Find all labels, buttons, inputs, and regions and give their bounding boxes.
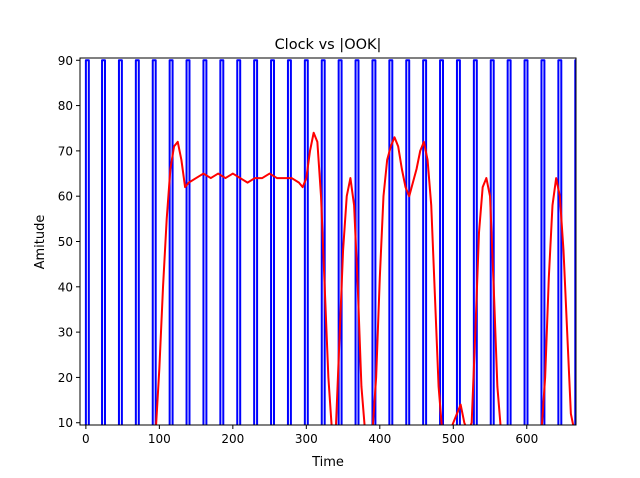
y-axis: 10 20 30 40 50 60 70 80 90 [58,54,80,430]
y-axis-label: Amitude [33,215,48,270]
x-tick-label: 0 [82,432,90,446]
y-tick-label: 50 [58,235,73,249]
y-tick-label: 70 [58,144,73,158]
y-tick-label: 40 [58,280,73,294]
x-axis: 0 100 200 300 400 500 600 [82,425,538,446]
y-tick-label: 10 [58,416,73,430]
x-tick-label: 400 [368,432,391,446]
y-tick-label: 90 [58,54,73,68]
x-tick-label: 300 [295,432,318,446]
y-tick-label: 80 [58,99,73,113]
x-tick-label: 100 [148,432,171,446]
plot-area [84,59,576,425]
y-tick-label: 60 [58,190,73,204]
x-axis-label: Time [311,455,344,470]
chart-title: Clock vs |OOK| [275,37,382,53]
y-tick-label: 20 [58,371,73,385]
series-line-ook [155,131,575,425]
y-tick-label: 30 [58,326,73,340]
x-tick-label: 200 [221,432,244,446]
x-tick-label: 600 [515,432,538,446]
x-tick-label: 500 [442,432,465,446]
